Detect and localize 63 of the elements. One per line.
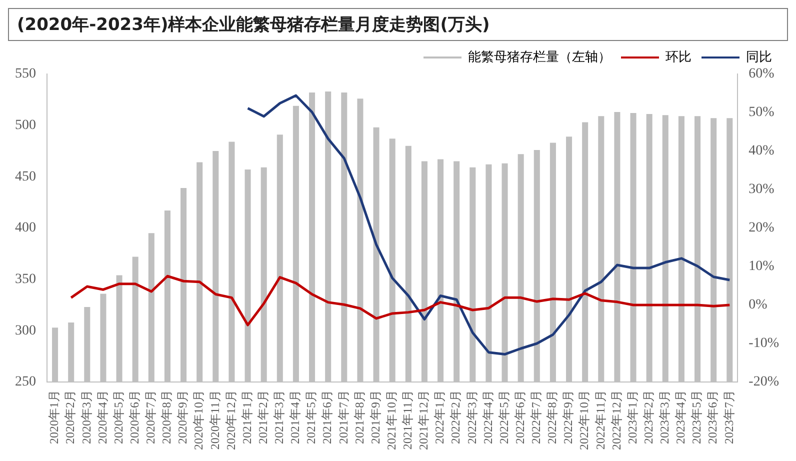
x-tick-label: 2022年6月	[512, 390, 527, 444]
y-tick-label: 550	[15, 66, 36, 82]
x-tick-label: 2022年12月	[609, 390, 624, 450]
x-tick-label: 2022年2月	[448, 390, 463, 444]
x-tick-label: 2020年12月	[224, 390, 238, 450]
x-tick-label: 2022年8月	[545, 390, 560, 444]
y-tick-label: 500	[15, 118, 36, 134]
y-tick-label: 350	[15, 272, 36, 288]
y-tick-label: 450	[15, 169, 36, 184]
y-tick-label: 250	[15, 374, 36, 390]
x-tick-label: 2020年8月	[160, 390, 174, 444]
x-tick-label: 2021年6月	[320, 390, 334, 444]
x-tick-label: 2022年3月	[464, 390, 479, 444]
x-tick-label: 2021年9月	[368, 390, 382, 444]
x-tick-label: 2021年2月	[256, 390, 270, 444]
x-tick-label: 2023年3月	[658, 390, 672, 444]
chart-title: (2020年-2023年)样本企业能繁母猪存栏量月度走势图(万头)	[8, 8, 788, 41]
x-tick-label: 2020年3月	[79, 390, 94, 444]
x-tick-label: 2023年5月	[690, 390, 704, 444]
x-tick-label: 2021年11月	[400, 390, 415, 450]
legend-label: 环比	[666, 48, 692, 64]
x-tick-label: 2020年2月	[63, 390, 78, 444]
y2-tick-label: -20%	[748, 374, 780, 390]
x-tick-label: 2022年11月	[593, 390, 608, 450]
legend-label: 同比	[746, 48, 772, 64]
x-tick-label: 2020年9月	[176, 390, 190, 444]
x-tick-label: 2022年9月	[561, 390, 576, 444]
x-tick-label: 2021年10月	[384, 390, 398, 450]
x-tick-label: 2021年12月	[416, 390, 431, 450]
x-tick-label: 2021年3月	[272, 390, 286, 444]
x-tick-label: 2020年1月	[47, 390, 62, 444]
x-tick-label: 2021年7月	[336, 390, 350, 444]
x-tick-label: 2022年5月	[496, 390, 511, 444]
x-tick-label: 2023年4月	[674, 390, 688, 444]
x-tick-label: 2021年5月	[304, 390, 318, 444]
x-tick-label: 2020年10月	[192, 390, 206, 450]
x-tick-label: 2020年7月	[144, 390, 158, 444]
x-tick-label: 2021年8月	[352, 390, 366, 444]
y2-tick-label: 10%	[748, 259, 775, 274]
x-tick-label: 2020年11月	[208, 390, 222, 450]
x-tick-label: 2022年10月	[577, 390, 592, 450]
x-tick-label: 2020年6月	[128, 390, 142, 444]
y-tick-label: 400	[15, 220, 36, 236]
y-tick-label: 300	[15, 323, 36, 338]
x-tick-label: 2022年7月	[529, 390, 544, 444]
y2-tick-label: 40%	[748, 144, 775, 159]
x-tick-label: 2022年4月	[480, 390, 495, 444]
y2-tick-label: -10%	[748, 336, 780, 352]
x-tick-label: 2023年6月	[706, 390, 720, 444]
y2-tick-label: 30%	[748, 182, 775, 198]
legend-label: 能繁母猪存栏量（左轴）	[468, 48, 611, 64]
y2-tick-label: 0%	[748, 298, 768, 313]
x-tick-label: 2021年1月	[240, 390, 254, 444]
y2-tick-label: 50%	[748, 105, 775, 120]
x-tick-label: 2022年1月	[432, 390, 447, 444]
x-tick-label: 2023年7月	[722, 390, 736, 444]
y2-tick-label: 60%	[748, 66, 775, 82]
x-tick-label: 2020年4月	[95, 390, 110, 444]
x-tick-label: 2021年4月	[288, 390, 302, 444]
x-tick-label: 2020年5月	[111, 390, 126, 444]
y2-tick-label: 20%	[748, 220, 775, 236]
x-tick-label: 2023年2月	[641, 390, 656, 444]
x-tick-label: 2023年1月	[625, 390, 640, 444]
